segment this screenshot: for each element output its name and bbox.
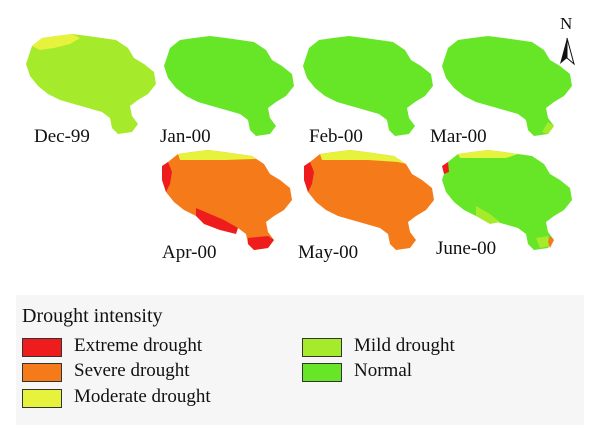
legend-label: Extreme drought [74,335,203,356]
map-panel-dec-99: Dec-99 [20,28,160,153]
map-panel-apr-00: Apr-00 [156,144,296,269]
extreme-drought-patch [162,162,172,192]
panel-label: Feb-00 [309,126,363,147]
extreme-drought-patch [196,208,238,234]
normal-swatch [302,363,342,382]
map-panel-june-00: June-00 [436,144,576,269]
legend: Drought intensity Extreme drought Severe… [16,295,584,425]
legend-label: Normal [354,360,413,381]
severe-drought-patch [548,236,554,248]
district-map-icon [164,36,294,136]
panel-label: Apr-00 [162,242,217,263]
panel-label: May-00 [298,242,359,263]
map-panel-jan-00: Jan-00 [158,30,298,155]
panel-label: June-00 [436,238,497,259]
district-map-icon [442,150,572,250]
district-base-normal [303,36,433,136]
district-map-icon [26,34,156,134]
extreme-drought-patch [442,162,449,174]
extreme-drought-patch [304,162,314,192]
mild-drought-patch [476,206,500,224]
extreme-drought-swatch [22,338,62,357]
moderate-drought-swatch [22,389,62,408]
panel-label: Mar-00 [430,126,487,147]
district-map-icon [162,150,292,250]
north-arrow-icon [560,37,575,66]
district-base-normal [442,150,572,250]
district-base-normal [164,36,294,136]
legend-label: Severe drought [74,360,190,381]
panel-label: Dec-99 [34,126,90,147]
legend-title: Drought intensity [22,305,163,327]
panel-label: Jan-00 [160,126,211,147]
moderate-drought-patch [320,150,406,164]
moderate-drought-patch [458,150,518,158]
map-panel-mar-00: Mar-00 [430,30,576,155]
map-panel-feb-00: Feb-00 [297,30,437,155]
moderate-drought-patch [178,150,256,160]
district-base-severe [304,150,434,250]
severe-drought-swatch [22,363,62,382]
district-base-normal [442,36,572,136]
district-map-icon [303,36,433,136]
map-panel-may-00: May-00 [298,144,438,269]
mild-drought-patch [542,122,554,134]
north-label: N [560,14,573,33]
extreme-drought-patch [248,236,274,250]
legend-label: Mild drought [354,335,455,356]
legend-label: Moderate drought [74,386,211,407]
mild-drought-patch [536,236,550,248]
district-map-icon [304,150,434,250]
mild-drought-swatch [302,338,342,357]
moderate-drought-patch [32,34,80,50]
district-base-severe [162,150,292,250]
district-map-icon [442,36,572,136]
